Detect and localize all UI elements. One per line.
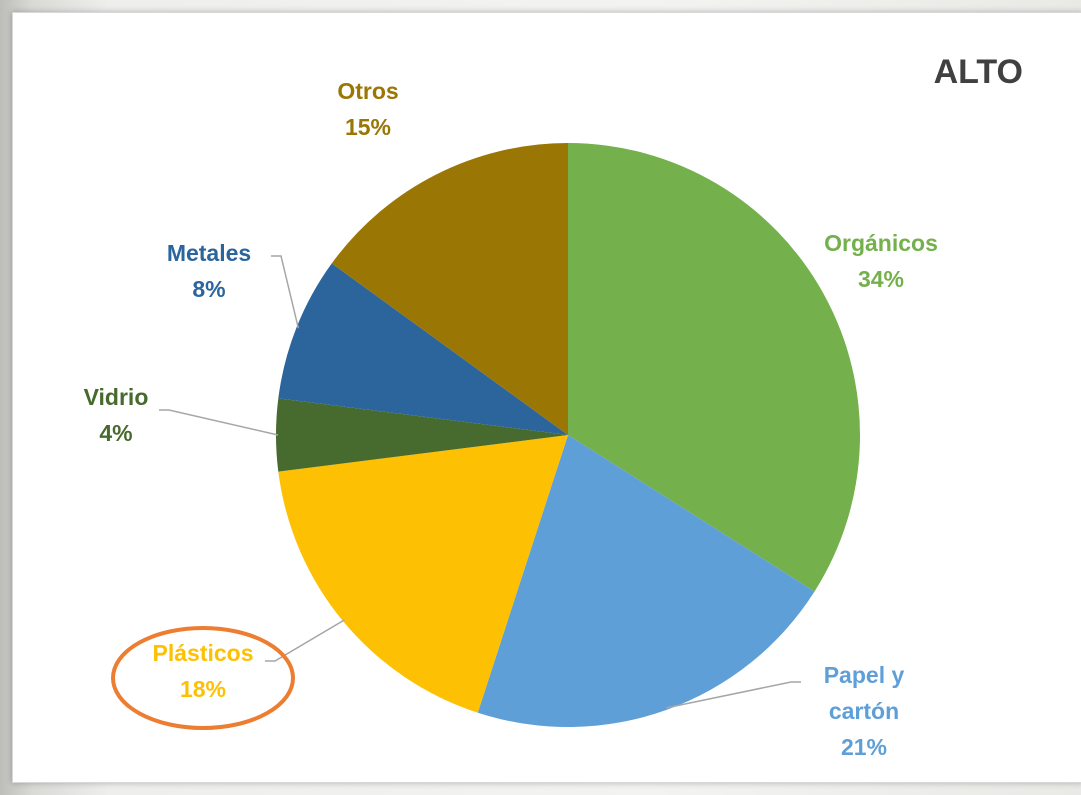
label-organicos: Orgánicos 34% (824, 230, 938, 292)
label-metales: Metales 8% (167, 240, 251, 302)
pie-chart: ALTO Orgánicos 34% Papel y cartón 21% Plástic… (84, 53, 1023, 760)
chart-card: ALTO Orgánicos 34% Papel y cartón 21% Plástic… (12, 12, 1081, 783)
slice-papel-y-carton (477, 435, 815, 727)
slice-metales (278, 263, 568, 435)
leader-line-vidrio (159, 409, 279, 436)
label-otros: Otros 15% (337, 78, 398, 140)
leader-lines (159, 255, 801, 709)
leader-line-papel-y-carton (666, 681, 801, 709)
label-plasticos: Plásticos 18% (153, 640, 254, 702)
slice-labels: Orgánicos 34% Papel y cartón 21% Plásticos 18%… (84, 78, 938, 760)
highlight-ellipse (111, 626, 295, 730)
label-papel-y-carton: Papel y cartón 21% (824, 662, 905, 760)
leader-line-plasticos (265, 619, 345, 662)
label-vidrio: Vidrio 4% (84, 384, 149, 446)
slice-vidrio (276, 398, 568, 472)
slice-otros (331, 143, 568, 435)
slice-organicos (568, 143, 860, 592)
slice-plasticos (278, 435, 568, 713)
pie-slices (276, 143, 860, 727)
chart-title: ALTO (934, 53, 1023, 91)
leader-line-metales (271, 255, 300, 329)
